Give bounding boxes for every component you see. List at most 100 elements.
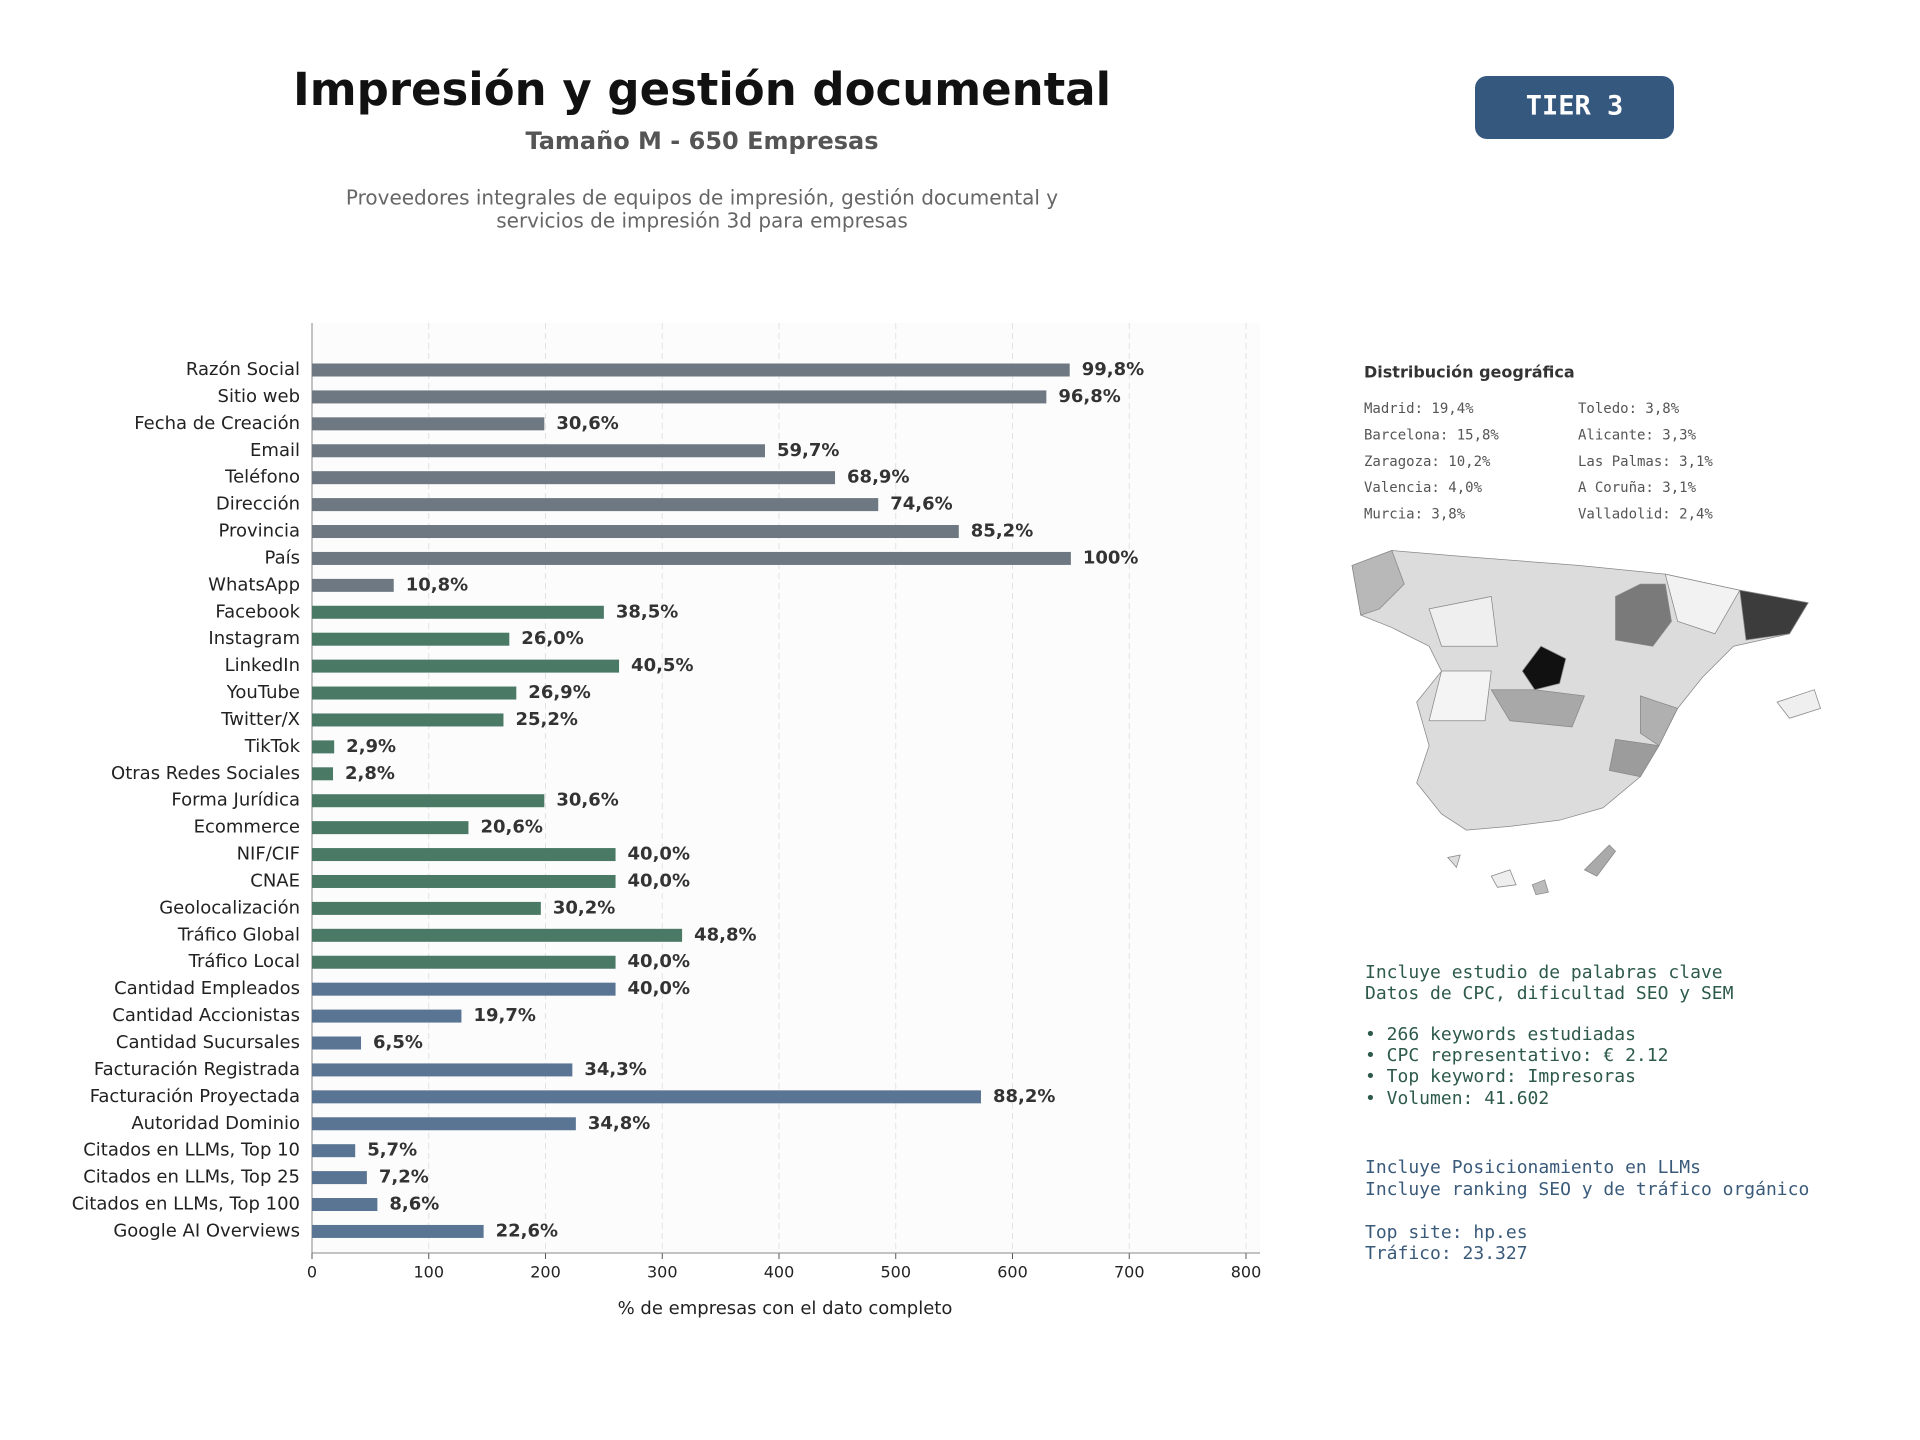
badge-text: TIER 3 bbox=[1526, 91, 1624, 122]
bar bbox=[312, 1198, 378, 1212]
map-region bbox=[1608, 738, 1660, 778]
map-region bbox=[1428, 596, 1498, 647]
note-line: Datos de CPC, dificultad SEO y SEM bbox=[1365, 983, 1734, 1004]
bar bbox=[312, 901, 541, 915]
bar bbox=[312, 740, 335, 754]
x-tick-label: 200 bbox=[530, 1263, 561, 1282]
value-label: 34,8% bbox=[588, 1113, 650, 1134]
map bbox=[1351, 550, 1822, 896]
note-line: Top site: hp.es bbox=[1365, 1222, 1528, 1243]
map-islands bbox=[1531, 879, 1549, 896]
bar bbox=[312, 1063, 573, 1077]
value-label: 2,8% bbox=[345, 763, 395, 784]
note-line: • 266 keywords estudiadas bbox=[1365, 1024, 1636, 1045]
bar bbox=[312, 605, 604, 619]
bar bbox=[312, 390, 1047, 404]
value-label: 19,7% bbox=[473, 1005, 535, 1026]
value-label: 88,2% bbox=[993, 1086, 1055, 1107]
value-label: 99,8% bbox=[1082, 359, 1144, 380]
y-tick-label: Provincia bbox=[218, 521, 300, 542]
bar bbox=[312, 955, 616, 969]
y-tick-label: Citados en LLMs, Top 100 bbox=[72, 1194, 300, 1215]
map-region bbox=[1664, 573, 1741, 635]
value-label: 40,0% bbox=[628, 978, 690, 999]
geo-item: Valencia: 4,0% bbox=[1364, 480, 1483, 496]
value-label: 40,0% bbox=[628, 870, 690, 891]
y-tick-label: Razón Social bbox=[186, 359, 300, 380]
title: Impresión y gestión documental bbox=[293, 63, 1111, 116]
note-line: • CPC representativo: € 2.12 bbox=[1365, 1045, 1668, 1066]
y-tick-label: Sitio web bbox=[218, 386, 300, 407]
y-tick-label: Facturación Registrada bbox=[94, 1059, 300, 1080]
value-label: 85,2% bbox=[971, 521, 1033, 542]
map-region bbox=[1739, 589, 1809, 641]
geo-item: Toledo: 3,8% bbox=[1578, 401, 1680, 417]
note-line: • Volumen: 41.602 bbox=[1365, 1088, 1549, 1109]
value-label: 2,9% bbox=[346, 736, 396, 757]
y-tick-label: Cantidad Accionistas bbox=[112, 1005, 300, 1026]
value-label: 68,9% bbox=[847, 467, 909, 488]
bar bbox=[312, 578, 394, 592]
value-label: 48,8% bbox=[694, 924, 756, 945]
y-tick-label: Cantidad Empleados bbox=[114, 978, 300, 999]
badge bbox=[1475, 76, 1674, 139]
note-line: • Top keyword: Impresoras bbox=[1365, 1066, 1636, 1087]
bar bbox=[312, 444, 765, 458]
y-tick-label: Teléfono bbox=[224, 467, 300, 488]
value-label: 100% bbox=[1083, 547, 1139, 568]
y-tick-label: Email bbox=[250, 440, 300, 461]
x-tick-label: 400 bbox=[764, 1263, 795, 1282]
y-tick-label: Google AI Overviews bbox=[113, 1220, 300, 1241]
y-tick-label: Otras Redes Sociales bbox=[111, 763, 300, 784]
y-tick-label: Geolocalización bbox=[159, 897, 300, 918]
note-line: Tráfico: 23.327 bbox=[1365, 1243, 1528, 1264]
y-tick-label: Ecommerce bbox=[194, 817, 300, 838]
value-label: 30,6% bbox=[556, 413, 618, 434]
bar bbox=[312, 363, 1070, 377]
subtitle: Tamaño M - 650 Empresas bbox=[525, 127, 878, 155]
value-label: 20,6% bbox=[480, 817, 542, 838]
geo-item: Alicante: 3,3% bbox=[1578, 427, 1697, 443]
y-tick-label: LinkedIn bbox=[225, 655, 300, 676]
bar bbox=[312, 498, 879, 512]
description: Proveedores integrales de equipos de imp… bbox=[346, 186, 1058, 210]
value-label: 40,0% bbox=[628, 844, 690, 865]
bar bbox=[312, 525, 959, 539]
y-tick-label: NIF/CIF bbox=[237, 844, 300, 865]
value-label: 30,6% bbox=[556, 790, 618, 811]
y-tick-label: Instagram bbox=[208, 628, 300, 649]
value-label: 5,7% bbox=[367, 1140, 417, 1161]
bar bbox=[312, 1009, 462, 1023]
value-label: 74,6% bbox=[890, 494, 952, 515]
bar bbox=[312, 928, 683, 942]
y-tick-label: Fecha de Creación bbox=[134, 413, 300, 434]
value-label: 25,2% bbox=[515, 709, 577, 730]
bar bbox=[312, 686, 517, 700]
y-tick-label: Citados en LLMs, Top 25 bbox=[83, 1167, 300, 1188]
y-tick-label: Dirección bbox=[216, 494, 300, 515]
geo-item: Las Palmas: 3,1% bbox=[1578, 454, 1713, 470]
value-label: 38,5% bbox=[616, 601, 678, 622]
map-region bbox=[1351, 550, 1405, 616]
y-tick-label: Forma Jurídica bbox=[171, 790, 300, 811]
bar bbox=[312, 1224, 484, 1238]
y-tick-label: Autoridad Dominio bbox=[131, 1113, 300, 1134]
value-label: 96,8% bbox=[1058, 386, 1120, 407]
x-tick-label: 0 bbox=[307, 1263, 317, 1282]
value-label: 6,5% bbox=[373, 1032, 423, 1053]
note-line: Incluye Posicionamiento en LLMs bbox=[1365, 1157, 1701, 1178]
bar bbox=[312, 794, 545, 808]
value-label: 26,9% bbox=[528, 682, 590, 703]
bar bbox=[312, 1144, 356, 1158]
geo-title: Distribución geográfica bbox=[1364, 363, 1575, 382]
y-tick-label: Tráfico Global bbox=[177, 924, 300, 945]
y-tick-label: Citados en LLMs, Top 10 bbox=[83, 1140, 300, 1161]
y-tick-label: Facturación Proyectada bbox=[90, 1086, 300, 1107]
y-tick-label: País bbox=[265, 547, 300, 568]
value-label: 10,8% bbox=[406, 574, 468, 595]
bar bbox=[312, 821, 469, 835]
value-label: 34,3% bbox=[584, 1059, 646, 1080]
map-islands bbox=[1776, 689, 1822, 719]
value-label: 7,2% bbox=[379, 1167, 429, 1188]
